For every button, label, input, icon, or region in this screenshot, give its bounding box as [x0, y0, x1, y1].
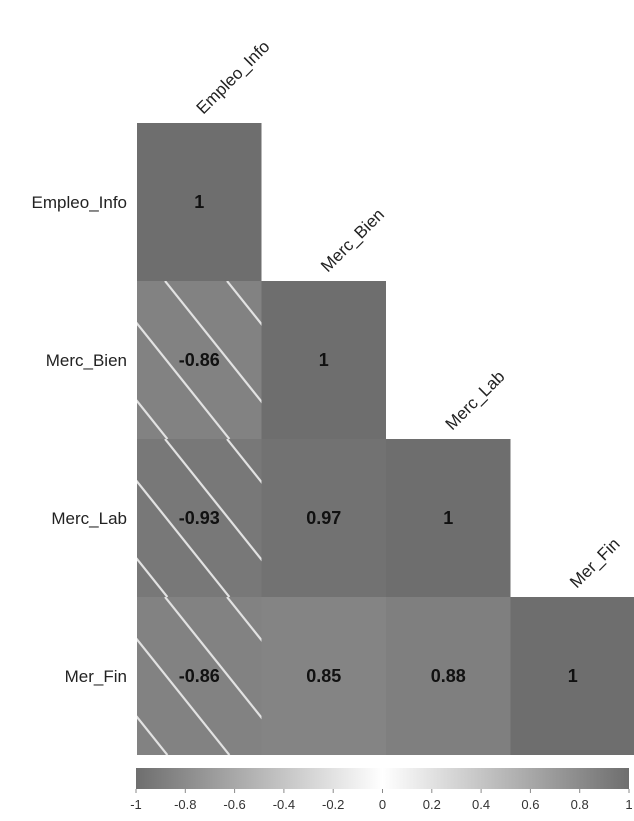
hatch-line: [137, 479, 231, 597]
cell-value-label: -0.93: [179, 508, 220, 528]
heatmap-cell-labels: 1 -0.86 1 -0.93 0.97 1 -0.86 0.85 0.88 1: [179, 192, 578, 686]
cell-value-label: 1: [194, 192, 204, 212]
hatch-line: [226, 281, 262, 326]
cell-value-label: 0.88: [431, 666, 466, 686]
heatmap-cell: [137, 439, 262, 597]
row-label: Merc_Bien: [46, 351, 127, 370]
hatch-line: [164, 597, 262, 720]
hatch-line: [137, 557, 169, 597]
colorbar-tick-label: -0.4: [273, 797, 295, 812]
hatch-line: [137, 399, 169, 439]
hatch-line: [413, 281, 539, 439]
heatmap-cell: [137, 281, 262, 439]
hatch-line: [137, 637, 231, 755]
cell-value-label: 1: [443, 508, 453, 528]
hatch-line: [164, 281, 262, 404]
heatmap-cell: [261, 597, 386, 755]
row-label: Mer_Fin: [65, 667, 127, 686]
hatch-line: [226, 597, 262, 642]
colorbar-tick-label: 0.4: [472, 797, 490, 812]
row-label: Empleo_Info: [32, 193, 127, 212]
heatmap-hatching: [137, 281, 539, 755]
hatch-line: [164, 439, 262, 562]
hatch-pattern: [137, 597, 262, 755]
heatmap-cell: [261, 439, 386, 597]
colorbar-tick-label: -0.2: [322, 797, 344, 812]
heatmap-cell: [137, 597, 262, 755]
colorbar: -1 -0.8 -0.6 -0.4 -0.2 0 0.2 0.4 0.6 0.8 1: [130, 768, 633, 812]
heatmap-cell: [386, 597, 511, 755]
hatch-line: [137, 321, 231, 439]
col-label: Empleo_Info: [193, 37, 274, 118]
cell-value-label: 1: [568, 666, 578, 686]
heatmap-row-labels: Empleo_Info Merc_Bien Merc_Lab Mer_Fin: [32, 193, 127, 686]
cell-value-label: 0.97: [306, 508, 341, 528]
row-label: Merc_Lab: [51, 509, 127, 528]
hatch-line: [226, 439, 262, 484]
colorbar-tick-label: -0.6: [223, 797, 245, 812]
heatmap-cell: [510, 597, 634, 755]
colorbar-tick-label: 0.8: [571, 797, 589, 812]
cell-value-label: -0.86: [179, 350, 220, 370]
heatmap-cell: [137, 123, 262, 281]
colorbar-tick-label: -1: [130, 797, 142, 812]
col-label: Merc_Bien: [317, 205, 388, 276]
heatmap-cells: [137, 123, 634, 755]
colorbar-gradient: [136, 768, 629, 789]
colorbar-tick-label: 0.2: [423, 797, 441, 812]
colorbar-tick-label: 0.6: [521, 797, 539, 812]
colorbar-tick-label: 0: [379, 797, 386, 812]
cell-value-label: 0.85: [306, 666, 341, 686]
col-label: Merc_Lab: [442, 367, 509, 434]
hatch-pattern: [137, 439, 262, 597]
hatch-pattern: [137, 281, 539, 439]
cell-value-label: -0.86: [179, 666, 220, 686]
heatmap-cell: [386, 439, 511, 597]
heatmap-cell: [261, 281, 386, 439]
cell-value-label: 1: [319, 350, 329, 370]
col-label: Mer_Fin: [566, 534, 624, 592]
colorbar-tick-label: 1: [625, 797, 632, 812]
hatch-line: [137, 715, 169, 755]
colorbar-tick-label: -0.8: [174, 797, 196, 812]
